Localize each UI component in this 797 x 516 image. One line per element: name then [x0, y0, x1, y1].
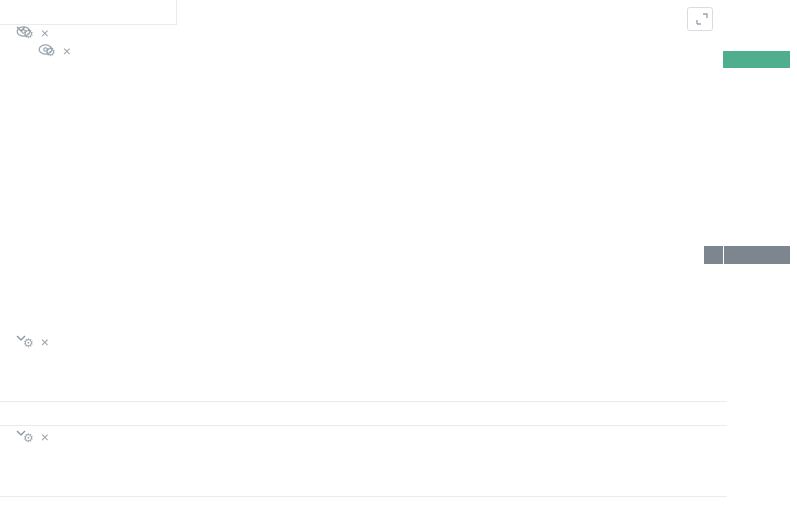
fullscreen-icon — [696, 13, 708, 25]
gear-icon[interactable]: ⚙ — [23, 431, 34, 445]
close-icon[interactable]: × — [40, 25, 49, 41]
indicator-tabbar-lower — [0, 496, 727, 516]
boll-indicator-row: ⚙ × — [16, 26, 49, 42]
crosshair-price-badge — [724, 246, 790, 264]
eye-icon[interactable] — [38, 44, 53, 55]
chevron-down-icon[interactable] — [16, 430, 26, 436]
macd-panel-header: ⚙ × — [16, 430, 49, 446]
fullscreen-button[interactable] — [687, 7, 713, 31]
close-icon[interactable]: × — [40, 429, 49, 445]
kdj-panel-header: ⚙ × — [16, 335, 49, 351]
eye-icon[interactable] — [16, 26, 31, 37]
close-icon[interactable]: × — [62, 43, 71, 59]
chevron-down-icon[interactable] — [16, 335, 26, 341]
indicator-tabbar-upper — [0, 401, 727, 426]
ma-indicator-row: ⚙ × — [38, 44, 71, 60]
time-label — [0, 0, 177, 25]
close-icon[interactable]: × — [40, 334, 49, 350]
plus-icon[interactable] — [704, 246, 723, 264]
gear-icon[interactable]: ⚙ — [23, 336, 34, 350]
current-price-badge — [723, 51, 790, 68]
